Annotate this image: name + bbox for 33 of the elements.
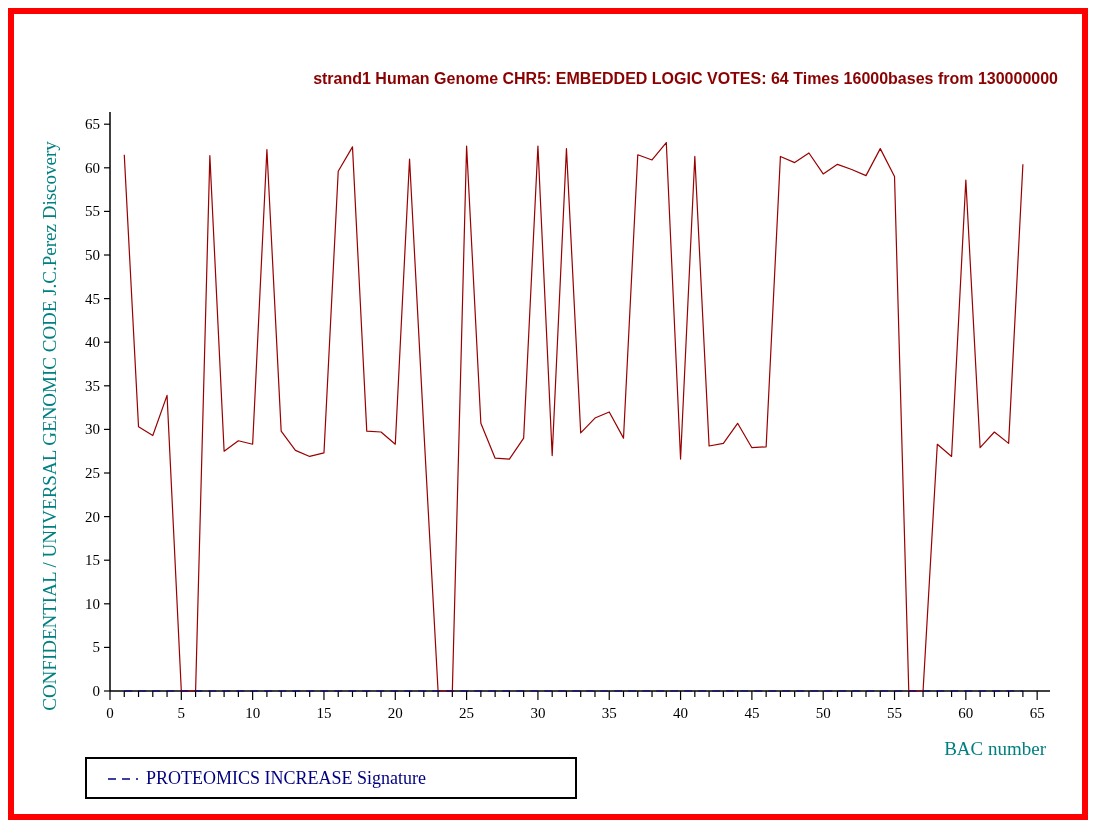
x-axis-title: BAC number: [944, 738, 1047, 759]
x-tick-label: 45: [744, 705, 760, 721]
x-tick-label: 0: [106, 705, 114, 721]
chart-title: strand1 Human Genome CHR5: EMBEDDED LOGIC VOTES: 64 Times 16000bases from 130000000: [313, 70, 1059, 87]
y-tick-label: 50: [85, 247, 100, 264]
x-tick-label: 10: [245, 705, 261, 721]
y-tick-label: 15: [85, 552, 100, 569]
y-tick-label: 30: [85, 421, 100, 438]
x-tick-label: 40: [673, 705, 689, 721]
y-tick-label: 45: [85, 290, 100, 307]
x-tick-label: 5: [177, 705, 186, 721]
x-tick-label: 35: [601, 705, 617, 721]
y-axis-title: CONFIDENTIAL / UNIVERSAL GENOMIC CODE J.C.Perez Discovery: [39, 140, 60, 711]
x-tick-label: 55: [887, 705, 903, 721]
y-tick-label: 40: [85, 334, 100, 351]
x-tick-label: 50: [815, 705, 831, 721]
legend-label: PROTEOMICS INCREASE Signature: [146, 768, 427, 788]
x-tick-label: 60: [958, 705, 974, 721]
y-tick-label: 20: [85, 508, 100, 525]
line-series: [123, 141, 1024, 692]
y-tick-label: 60: [85, 159, 100, 176]
y-tick-label: 55: [85, 203, 100, 220]
x-tick-label: 25: [459, 705, 475, 721]
y-tick-label: 25: [85, 465, 100, 481]
y-tick-label: 35: [85, 377, 100, 394]
y-tick-label: 65: [85, 116, 100, 133]
y-tick-label: 5: [92, 639, 100, 656]
y-tick-label: 0: [92, 683, 100, 699]
x-tick-label: 65: [1029, 705, 1045, 721]
x-tick-label: 20: [387, 705, 403, 721]
x-tick-label: 15: [316, 705, 332, 721]
y-tick-label: 10: [85, 595, 100, 612]
x-tick-label: 30: [530, 705, 546, 721]
